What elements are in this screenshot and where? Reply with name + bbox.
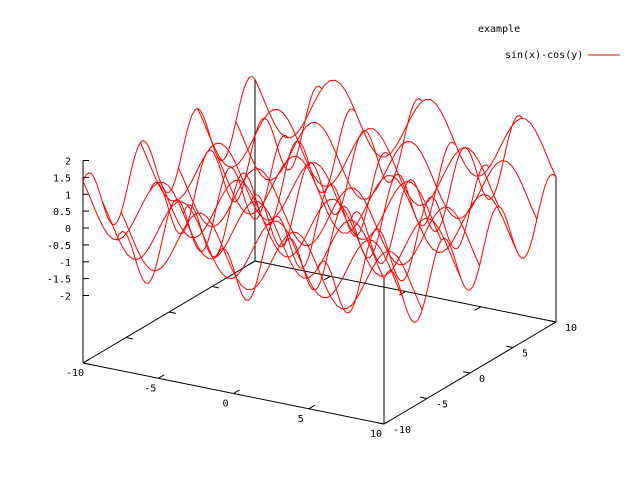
x-tick-mirror — [248, 260, 256, 266]
y-tick-mirror — [125, 337, 133, 340]
y-tick-label: 0 — [479, 374, 485, 385]
wireframe-iso-y-curve — [235, 121, 538, 220]
wireframe-iso-x-curve — [115, 134, 289, 284]
wireframe-iso-x-curve — [316, 164, 490, 314]
wireframe-iso-x-curve — [283, 141, 457, 291]
x-tick-mirror — [399, 291, 406, 296]
wireframe-iso-x-curve — [216, 151, 390, 301]
z-tick-label: 1.5 — [53, 173, 71, 184]
x-tick — [308, 404, 316, 410]
x-tick-label: 10 — [370, 429, 382, 440]
x-tick — [158, 374, 165, 379]
wireframe-iso-y-curve — [254, 79, 557, 178]
z-tick-label: -1.5 — [47, 275, 71, 286]
x-tick-mirror — [323, 275, 331, 281]
y-tick-mirror — [254, 260, 262, 263]
z-tick-label: 1 — [65, 190, 71, 201]
y-tick — [506, 345, 514, 348]
plot-generated-layer: -10 -5 0 5 10 -10 -5 0 5 10 2 1.5 1 0.5 0 -0.5 -1 -1.5 -2 — [47, 76, 577, 440]
z-tick-label: -1 — [59, 258, 71, 269]
x-tick-label: -10 — [66, 368, 84, 379]
y-tick — [377, 422, 385, 425]
wireframe-iso-y-curve — [82, 181, 385, 280]
y-tick — [420, 396, 428, 399]
z-tick-label: 2 — [65, 157, 71, 168]
wireframe-iso-y-curve — [139, 142, 442, 241]
legend-label: sin(x)-cos(y) — [505, 50, 583, 61]
wireframe-iso-x-curve — [249, 98, 423, 248]
x-tick — [82, 358, 90, 364]
plot-title: example — [478, 24, 520, 35]
z-tick-label: -2 — [59, 292, 71, 303]
x-tick-label: 5 — [298, 414, 304, 425]
x-tick — [233, 389, 240, 394]
z-tick-label: -0.5 — [47, 241, 71, 252]
y-tick — [549, 320, 557, 323]
y-tick-mirror — [211, 286, 219, 289]
z-tick-label: 0 — [65, 224, 71, 235]
wireframe-iso-x-curve — [383, 173, 557, 323]
y-tick-mirror — [168, 311, 176, 314]
wireframe-iso-x-curve — [149, 85, 323, 235]
x-tick-mirror — [474, 306, 482, 311]
x-tick-mirror — [549, 321, 557, 327]
wireframe-iso-y-curve — [178, 167, 481, 266]
x-tick-label: -5 — [144, 383, 156, 394]
x-tick-label: 0 — [222, 399, 228, 410]
y-tick-label: -5 — [436, 400, 448, 411]
z-tick-label: 0.5 — [53, 207, 71, 218]
y-tick-label: 5 — [522, 349, 528, 360]
y-tick-mirror — [82, 362, 90, 365]
wireframe-iso-y-curve — [101, 200, 404, 299]
y-tick-label: 10 — [565, 323, 577, 334]
x-tick — [383, 419, 391, 425]
y-tick — [463, 371, 471, 374]
wireframe-iso-y-curve — [158, 179, 461, 278]
y-tick-label: -10 — [393, 425, 411, 436]
